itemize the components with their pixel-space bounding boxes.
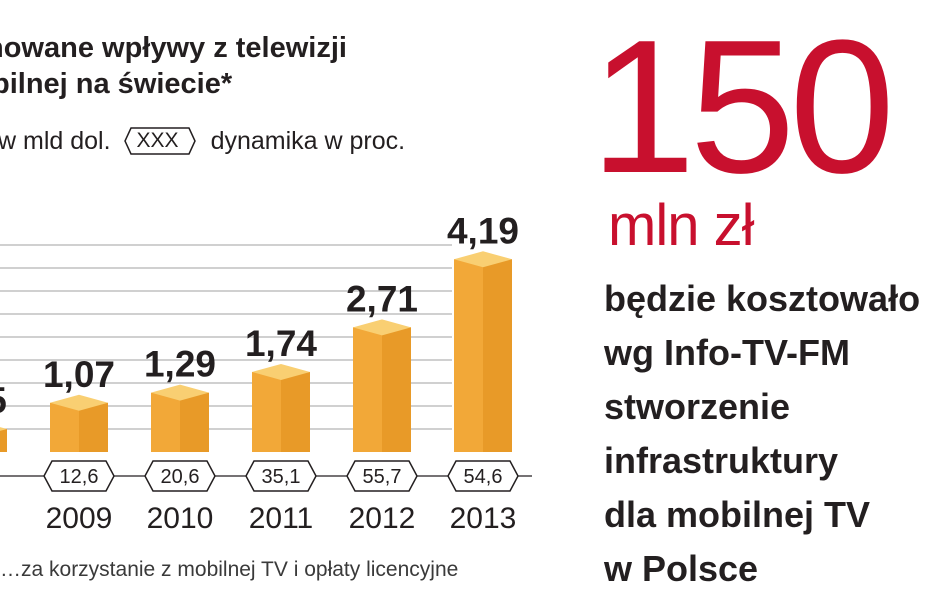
- category-label-2: 2010: [147, 502, 214, 535]
- bar-top-3: [252, 363, 310, 380]
- callout-line-3: stworzenie: [604, 386, 791, 427]
- value-label-3: 1,74: [245, 323, 317, 364]
- chart-title-line-1: nowane wpływy z telewizji: [0, 32, 347, 64]
- category-label-3: 2011: [249, 502, 314, 535]
- callout-line-5: dla mobilnej TV: [604, 494, 871, 535]
- chart-footnote: …za korzystanie z mobilnej TV i opłaty l…: [0, 558, 459, 581]
- dynamics-label-2: 20,6: [161, 466, 200, 488]
- callout-line-2: wg Info-TV-FM: [604, 332, 850, 373]
- value-label-2: 1,29: [144, 344, 216, 385]
- dynamics-label-4: 55,7: [363, 466, 402, 488]
- callout-big-number: 150: [590, 1, 895, 213]
- chart-legend: w mld dol. XXX dynamika w proc.: [0, 126, 405, 156]
- dynamics-label-5: 54,6: [464, 466, 503, 488]
- dynamics-marker-text: XXX: [136, 129, 179, 152]
- dynamics-label-1: 12,6: [60, 466, 99, 488]
- dynamics-label-3: 35,1: [262, 466, 301, 488]
- bar-side-3: [281, 371, 310, 452]
- dynamics-hexagon-4: [346, 460, 418, 492]
- chart-title-line-2: bilnej na świecie*: [0, 68, 233, 100]
- dynamics-legend-marker: XXX: [123, 126, 196, 156]
- bar-top-4: [353, 319, 411, 336]
- callout-description: będzie kosztowało wg Info-TV-FM stworzen…: [604, 272, 944, 596]
- bar-side-5: [483, 259, 512, 452]
- bar-side-0: [0, 429, 7, 452]
- dynamics-hexagon-1: [43, 460, 115, 492]
- bar-side-4: [382, 327, 411, 452]
- callout-line-4: infrastruktury: [604, 440, 839, 481]
- value-label-5: 4,19: [447, 210, 519, 251]
- dynamics-hexagon-3: [245, 460, 317, 492]
- dynamics-hexagon-2: [144, 460, 216, 492]
- dynamics-hexagon-5: [447, 460, 519, 492]
- bar-top-2: [151, 384, 209, 401]
- category-label-0: …8: [0, 502, 1, 535]
- bar-chart: …5 …8 1,07 12,6 2009 1,29 20,6 2010 1,74 35,1 2011…: [0, 210, 532, 535]
- category-label-5: 2013: [450, 502, 517, 535]
- value-label-4: 2,71: [346, 278, 418, 319]
- callout-unit: mln zł: [608, 193, 754, 258]
- value-label-0: …5: [0, 380, 7, 421]
- value-label-1: 1,07: [43, 354, 115, 395]
- unit-label: w mld dol.: [0, 126, 111, 155]
- bar-top-0: [0, 427, 7, 431]
- dynamics-label: dynamika w proc.: [210, 126, 406, 155]
- bar-top-5: [454, 251, 512, 268]
- category-label-4: 2012: [349, 502, 416, 535]
- bar-side-1: [79, 402, 108, 452]
- category-label-1: 2009: [46, 502, 113, 535]
- bar-top-1: [50, 394, 108, 411]
- bar-side-2: [180, 392, 209, 452]
- callout-line-6: w Polsce: [604, 548, 759, 589]
- callout-line-1: będzie kosztowało: [604, 278, 921, 319]
